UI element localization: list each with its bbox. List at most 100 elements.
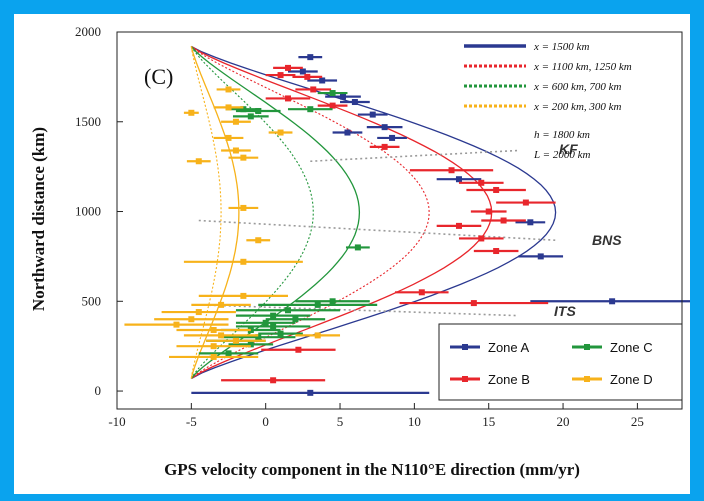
model-legend-label: x = 1500 km: [533, 41, 589, 53]
data-point: [470, 208, 507, 215]
y-tick-label: 0: [95, 383, 102, 398]
x-tick-label: 15: [482, 414, 495, 429]
data-points: [124, 54, 690, 396]
point-marker: [173, 321, 180, 328]
data-point: [183, 258, 303, 265]
point-marker: [500, 217, 507, 224]
data-point: [213, 134, 244, 141]
zone-legend-marker: [462, 376, 468, 382]
data-point: [124, 321, 229, 328]
axes: -10 -5 0 5 10 15 20 25 0 500 1000 1500 2000: [75, 24, 683, 429]
data-point: [377, 134, 407, 141]
point-marker: [255, 237, 262, 244]
data-point: [345, 244, 370, 251]
model-curve-5: [190, 46, 240, 379]
x-tick-label: 10: [408, 414, 421, 429]
y-tick-label: 1000: [75, 204, 101, 219]
point-marker: [225, 104, 232, 111]
data-point: [518, 253, 564, 260]
point-marker: [307, 106, 314, 113]
point-marker: [418, 289, 425, 296]
point-marker: [240, 204, 247, 211]
data-point: [228, 154, 259, 161]
point-marker: [522, 199, 529, 206]
data-point: [332, 129, 363, 136]
data-point: [399, 300, 549, 307]
data-point: [436, 222, 482, 229]
data-point: [369, 143, 400, 150]
x-tick-label: -10: [108, 414, 125, 429]
data-point: [292, 73, 323, 80]
data-point: [458, 179, 504, 186]
point-marker: [310, 86, 317, 93]
data-point: [221, 334, 296, 341]
point-marker: [455, 222, 462, 229]
point-marker: [455, 176, 462, 183]
data-point: [295, 86, 332, 93]
data-point: [191, 301, 251, 308]
data-point: [307, 77, 338, 84]
data-point: [340, 99, 370, 106]
y-tick-label: 2000: [75, 24, 101, 39]
data-point: [176, 343, 251, 350]
zone-legend-label: Zone A: [488, 340, 530, 355]
point-marker: [218, 332, 225, 339]
point-marker: [225, 134, 232, 141]
point-marker: [389, 134, 396, 141]
model-param: h = 1800 km: [534, 129, 590, 141]
data-point: [466, 186, 526, 193]
data-point: [206, 337, 266, 344]
zone-legend-label: Zone D: [610, 372, 653, 387]
data-point: [221, 377, 326, 384]
model-curve-6: [190, 46, 222, 379]
point-marker: [381, 124, 388, 131]
point-marker: [247, 341, 254, 348]
data-point: [191, 389, 430, 396]
data-point: [186, 158, 211, 165]
point-marker: [314, 332, 321, 339]
point-marker: [292, 316, 299, 323]
point-marker: [381, 143, 388, 150]
data-point: [169, 353, 259, 360]
panel-label: (C): [144, 64, 173, 89]
point-marker: [478, 235, 485, 242]
point-marker: [232, 337, 239, 344]
data-point: [258, 301, 378, 308]
point-marker: [329, 298, 336, 305]
point-marker: [210, 327, 217, 334]
data-point: [295, 332, 341, 339]
model-legend-label: x = 200 km, 300 km: [533, 101, 622, 113]
data-point: [261, 346, 336, 353]
x-axis-label: GPS velocity component in the N110°E dir…: [164, 460, 580, 479]
data-point: [265, 95, 311, 102]
point-marker: [255, 334, 262, 341]
point-marker: [188, 316, 195, 323]
point-marker: [609, 298, 616, 305]
y-tick-label: 1500: [75, 114, 101, 129]
data-point: [161, 309, 236, 316]
data-point: [481, 217, 526, 224]
point-marker: [240, 154, 247, 161]
point-marker: [240, 292, 247, 299]
point-marker: [247, 113, 254, 120]
model-param: L = 2000 km: [533, 149, 590, 161]
model-curve-2: [190, 45, 430, 379]
data-point: [366, 124, 403, 131]
point-marker: [369, 111, 376, 118]
point-marker: [255, 107, 262, 114]
data-point: [317, 102, 348, 109]
point-marker: [307, 389, 314, 396]
data-point: [228, 204, 259, 211]
data-point: [268, 129, 293, 136]
x-tick-label: 0: [262, 414, 269, 429]
point-marker: [218, 301, 225, 308]
zone-legend-marker: [462, 344, 468, 350]
point-marker: [284, 64, 291, 71]
data-point: [265, 72, 296, 79]
chart-svg: KF BNS ITS -10 -5 0 5 10 15 20 25 0 500 1000 1500 2000…: [29, 24, 690, 479]
x-tick-label: 5: [337, 414, 344, 429]
data-point: [436, 176, 482, 183]
model-legend-label: x = 600 km, 700 km: [533, 81, 622, 93]
point-marker: [210, 343, 217, 350]
point-marker: [240, 106, 247, 113]
